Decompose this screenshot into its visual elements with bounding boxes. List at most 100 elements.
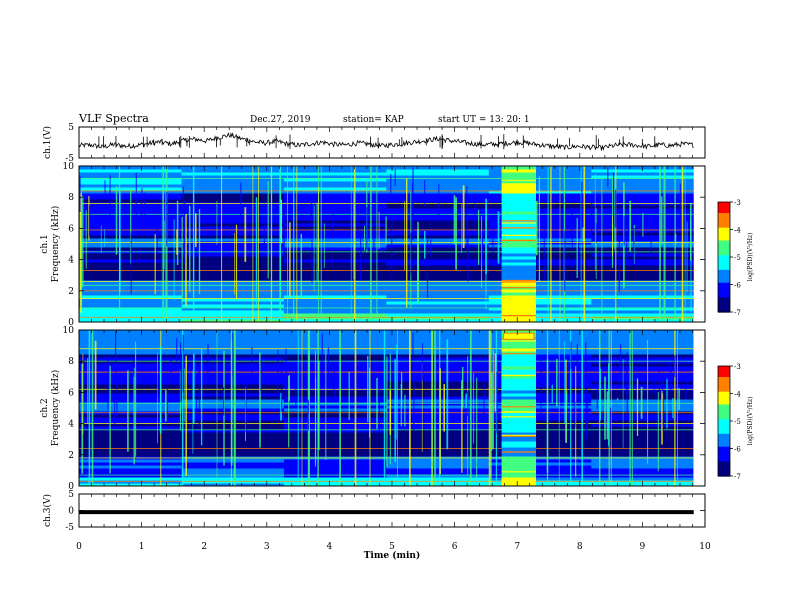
y-tick-label: 4 [68, 256, 74, 266]
spectrogram-cell [79, 393, 182, 397]
spectrogram-cell [181, 423, 285, 427]
burst-cell [501, 187, 536, 191]
spectrogram-cell [79, 342, 182, 346]
colorbar-swatch [718, 422, 730, 426]
spectrogram-cell [386, 229, 490, 233]
colorbar-swatch [718, 302, 730, 306]
spectrogram-cell [591, 483, 695, 487]
spectrogram-cell [488, 319, 592, 323]
spectrogram-cell [181, 468, 285, 472]
colorbar-swatch [718, 389, 730, 393]
spectrogram-cell [386, 310, 490, 314]
colorbar-tick-label: -5 [734, 254, 741, 262]
burst-cell [501, 208, 536, 212]
spectrogram-cell [386, 232, 490, 236]
spectrogram-cell [181, 184, 285, 188]
spectrogram-cell [591, 348, 695, 352]
spectrogram-cell [488, 166, 592, 170]
burst-region [501, 329, 536, 487]
burst-cell [501, 262, 536, 266]
spectrogram-cell [591, 292, 695, 296]
spectrogram-cell [488, 405, 592, 409]
spectrogram-cell [79, 274, 182, 278]
spectrogram-cell [488, 307, 592, 311]
colorbar-swatch [718, 282, 730, 286]
spectrogram-cell [283, 208, 387, 212]
colorbar-swatch [718, 446, 730, 450]
y-tick-label: 5 [68, 490, 74, 500]
colorbar-tick-label: -5 [734, 418, 741, 426]
spectrogram-cell [591, 360, 695, 364]
spectrogram-cell [181, 265, 285, 269]
burst-cell [501, 366, 536, 370]
burst-cell [501, 190, 536, 194]
burst-cell [501, 202, 536, 206]
colorbar-swatch [718, 227, 730, 231]
spectrogram-cell [181, 313, 285, 317]
spectrogram-cell [283, 253, 387, 257]
spectrogram-cell [591, 384, 695, 388]
spectrogram-cell [79, 453, 182, 457]
spectrogram-cell [591, 441, 695, 445]
burst-cell [501, 199, 536, 203]
spectrogram-cell [181, 307, 285, 311]
spectrogram-cell [591, 414, 695, 418]
spectrogram-cell [283, 229, 387, 233]
spectrogram-cell [591, 474, 695, 478]
spectrogram-cell [591, 381, 695, 385]
spectrogram-cell [386, 369, 490, 373]
spectrogram-cell [181, 462, 285, 466]
spectrogram-cell [488, 399, 592, 403]
burst-cell [501, 205, 536, 209]
spectrogram-cell [488, 339, 592, 343]
spectrogram-cell [488, 226, 592, 230]
burst-cell [501, 295, 536, 299]
colorbar-swatch [718, 437, 730, 440]
spectrogram-cell [386, 450, 490, 454]
spectrogram-cell [386, 351, 490, 355]
spectrogram-cell [283, 399, 387, 403]
spectrogram-cell [283, 417, 387, 421]
spectrogram-cell [488, 301, 592, 305]
spectrogram-cell [283, 339, 387, 343]
spectrogram-cell [591, 450, 695, 454]
spectrogram-cell [283, 342, 387, 346]
spectrogram-cell [181, 193, 285, 197]
spectrogram-cell [283, 301, 387, 305]
spectrogram-cell [591, 253, 695, 257]
burst-cell [501, 313, 536, 317]
spectrogram-cell [181, 199, 285, 203]
spectrogram-cell [283, 220, 387, 224]
ch1-spectrogram-panel: 0 2 4 6 8 10 ch.1 Frequency (kHz) [40, 162, 706, 328]
spectrogram-cell [79, 351, 182, 355]
y-tick-label: 8 [68, 357, 74, 367]
spectrogram-cell [79, 462, 182, 466]
colorbar-swatch [718, 466, 730, 470]
spectrogram-cell [283, 193, 387, 197]
spectrogram-cell [386, 420, 490, 424]
spectrogram-cell [386, 363, 490, 367]
spectrogram-cell [386, 244, 490, 248]
spectrogram-cell [591, 417, 695, 421]
colorbar-swatch [718, 391, 730, 395]
spectrogram-cell [283, 181, 387, 185]
spectrogram-cell [283, 178, 387, 182]
spectrogram-cell [283, 369, 387, 373]
spectrogram-cell [488, 435, 592, 439]
spectrogram-cell [79, 360, 182, 364]
spectrogram-cell [386, 405, 490, 409]
colorbar-swatch [718, 395, 730, 398]
burst-cell [501, 301, 536, 305]
burst-cell [501, 465, 536, 469]
spectrogram-cell [79, 181, 182, 185]
spectrogram-cell [79, 169, 182, 173]
colorbar-swatch [718, 222, 730, 225]
spectrogram-cell [79, 435, 182, 439]
spectrogram-cell [283, 438, 387, 442]
spectrogram-cell [181, 226, 285, 230]
spectrogram-cell [591, 298, 695, 302]
spectrogram-cell [488, 366, 592, 370]
spectrogram-cell [386, 184, 490, 188]
spectrogram-cell [79, 172, 182, 176]
spectrogram-cell [386, 292, 490, 296]
